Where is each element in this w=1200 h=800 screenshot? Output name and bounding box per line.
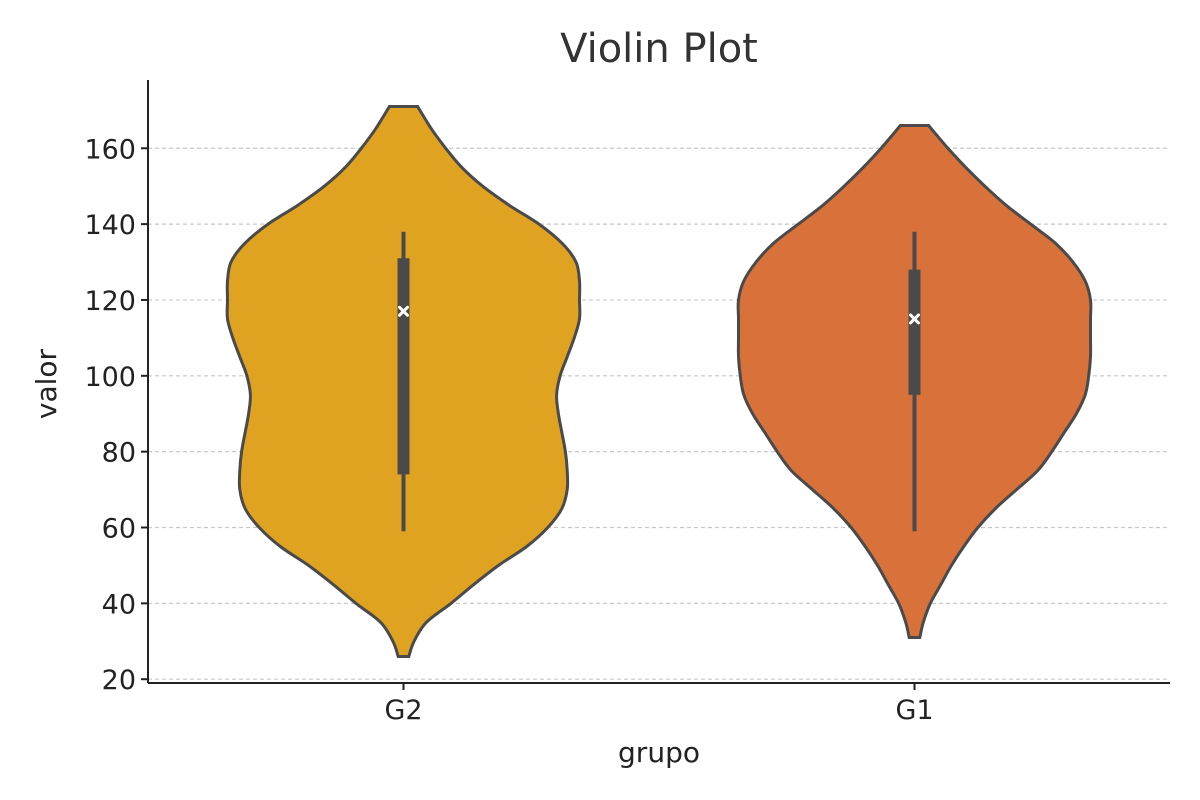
y-tick-label-120: 120	[84, 286, 136, 317]
x-tick-label-G1: G1	[895, 695, 933, 726]
x-axis-label: grupo	[618, 736, 700, 769]
y-tick-label-100: 100	[84, 362, 136, 393]
y-tick-label-140: 140	[84, 210, 136, 241]
axes-layer: 20 40 60 80 100 120 140 160 G2 G1	[84, 80, 1170, 726]
median-marker-stroke	[909, 313, 920, 325]
y-axis-label: valor	[30, 348, 63, 419]
iqr-box-G1	[908, 269, 921, 395]
median-marker-stroke	[398, 305, 409, 317]
median-marker-G2	[398, 305, 409, 317]
y-tick-label-80: 80	[102, 438, 136, 469]
chart-title: Violin Plot	[560, 26, 758, 72]
iqr-box-G2	[397, 258, 410, 475]
y-tick-label-160: 160	[84, 134, 136, 165]
violin-layer	[225, 105, 1093, 658]
y-tick-label-60: 60	[102, 514, 136, 545]
y-tick-label-20: 20	[102, 665, 136, 696]
y-tick-label-40: 40	[102, 589, 136, 620]
median-marker-G1	[909, 313, 920, 325]
x-tick-label-G2: G2	[384, 695, 422, 726]
